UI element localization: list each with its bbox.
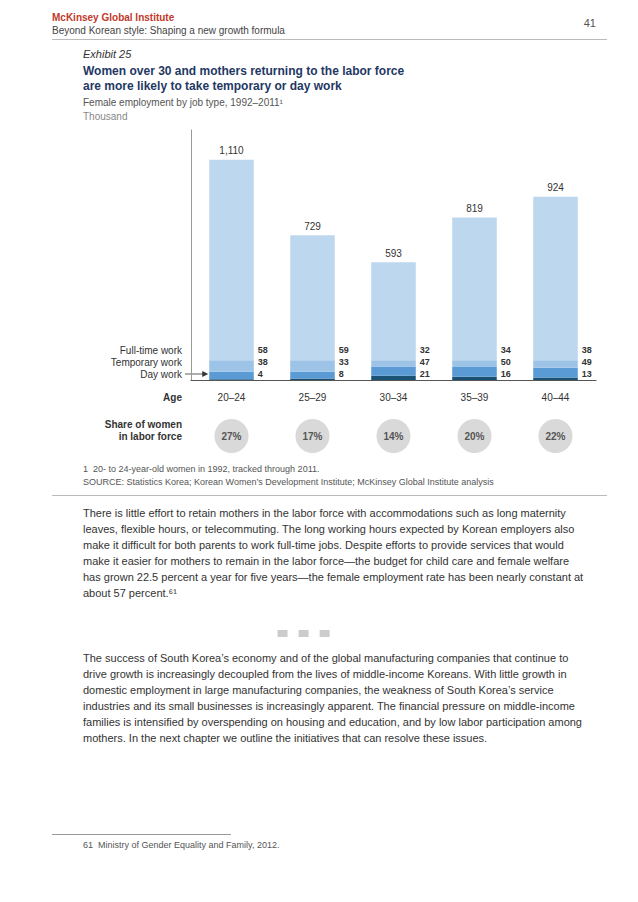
svg-text:families is intensified by ove: families is intensified by overspending … <box>83 716 585 728</box>
svg-text:Women over 30 and mothers retu: Women over 30 and mothers returning to t… <box>83 64 404 78</box>
svg-text:8: 8 <box>339 369 344 379</box>
svg-text:The success of South Korea’s e: The success of South Korea’s economy and… <box>83 652 571 664</box>
svg-text:Full-time work: Full-time work <box>120 345 183 356</box>
svg-text:Female employment by job type,: Female employment by job type, 1992–2011… <box>83 97 284 108</box>
svg-text:32: 32 <box>420 345 430 355</box>
svg-text:729: 729 <box>304 221 321 232</box>
svg-text:1,110: 1,110 <box>219 145 244 156</box>
svg-text:58: 58 <box>258 345 268 355</box>
svg-text:has grown 22.5 percent a year: has grown 22.5 percent a year for five y… <box>83 571 586 583</box>
svg-text:50: 50 <box>501 357 511 367</box>
svg-text:20%: 20% <box>464 431 484 442</box>
svg-text:33: 33 <box>339 357 349 367</box>
svg-text:593: 593 <box>385 248 402 259</box>
svg-text:38: 38 <box>258 357 268 367</box>
svg-text:47: 47 <box>420 357 430 367</box>
svg-text:924: 924 <box>547 182 564 193</box>
svg-text:17%: 17% <box>302 431 322 442</box>
svg-text:Beyond Korean style: Shaping a: Beyond Korean style: Shaping a new growt… <box>52 25 285 36</box>
svg-text:16: 16 <box>501 369 511 379</box>
svg-text:25–29: 25–29 <box>299 392 327 403</box>
svg-text:35–39: 35–39 <box>461 392 489 403</box>
svg-text:61 Ministry of Gender Equalit: 61 Ministry of Gender Equality and Famil… <box>83 840 279 850</box>
svg-text:SOURCE: Statistics Korea; Kore: SOURCE: Statistics Korea; Korean Women’s… <box>83 477 494 487</box>
svg-text:14%: 14% <box>383 431 403 442</box>
svg-text:drive growth is increasingly d: drive growth is increasingly decoupled f… <box>83 668 570 680</box>
svg-text:21: 21 <box>420 369 430 379</box>
svg-text:Share of women: Share of women <box>105 419 182 430</box>
svg-text:4: 4 <box>258 369 263 379</box>
svg-text:Age: Age <box>163 392 182 403</box>
svg-text:leaves, flexible hours, or tel: leaves, flexible hours, or telecommuting… <box>83 523 577 535</box>
svg-text:are more likely to take tempor: are more likely to take temporary or day… <box>83 79 342 93</box>
svg-text:20–24: 20–24 <box>218 392 246 403</box>
svg-text:Thousand: Thousand <box>83 111 127 122</box>
svg-text:22%: 22% <box>545 431 565 442</box>
svg-text:industries and its small busin: industries and its small businesses is i… <box>83 700 578 712</box>
svg-text:Temporary work: Temporary work <box>111 357 183 368</box>
svg-text:make it easier for mothers to: make it easier for mothers to remain in … <box>83 555 572 567</box>
svg-text:41: 41 <box>584 17 596 29</box>
svg-text:30–34: 30–34 <box>380 392 408 403</box>
svg-text:about 57 percent.⁶¹: about 57 percent.⁶¹ <box>83 587 177 599</box>
svg-text:There is little effort to reta: There is little effort to retain mothers… <box>83 507 569 519</box>
svg-text:27%: 27% <box>221 431 241 442</box>
svg-text:1 20- to 24-year-old women in: 1 20- to 24-year-old women in 1992, trac… <box>83 464 319 474</box>
svg-text:38: 38 <box>582 345 592 355</box>
svg-text:domestic employment in large m: domestic employment in large manufacturi… <box>83 684 557 696</box>
svg-text:34: 34 <box>501 345 511 355</box>
svg-text:13: 13 <box>582 369 592 379</box>
svg-text:40–44: 40–44 <box>542 392 570 403</box>
svg-text:in labor force: in labor force <box>119 431 183 442</box>
svg-text:59: 59 <box>339 345 349 355</box>
svg-text:Exhibit 25: Exhibit 25 <box>83 48 132 60</box>
svg-text:McKinsey Global Institute: McKinsey Global Institute <box>52 12 175 23</box>
svg-text:49: 49 <box>582 357 592 367</box>
svg-text:819: 819 <box>466 203 483 214</box>
svg-text:Day work: Day work <box>140 369 183 380</box>
svg-text:mothers. In the next chapter w: mothers. In the next chapter we outline … <box>83 732 487 744</box>
svg-text:make it difficult for both par: make it difficult for both parents to wo… <box>83 539 567 551</box>
